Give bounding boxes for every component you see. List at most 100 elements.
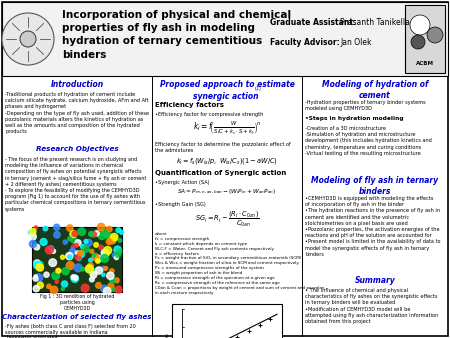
Circle shape [34, 260, 40, 267]
Circle shape [75, 243, 78, 247]
Circle shape [40, 239, 47, 245]
Circle shape [77, 257, 81, 261]
Circle shape [20, 31, 36, 47]
Text: $k_i = f\!\left(\frac{W}{S/C+k_c \cdot S+k_f}\right)^{\!n}$: $k_i = f\!\left(\frac{W}{S/C+k_c \cdot S… [193, 120, 261, 137]
Circle shape [93, 254, 96, 257]
Circle shape [99, 245, 104, 249]
Circle shape [410, 15, 430, 35]
Circle shape [104, 246, 112, 255]
Text: Introduction: Introduction [50, 80, 104, 89]
Circle shape [35, 274, 43, 282]
Circle shape [89, 258, 92, 262]
Circle shape [90, 277, 94, 282]
Circle shape [34, 244, 40, 250]
Circle shape [427, 27, 443, 43]
Circle shape [108, 237, 116, 244]
Text: -Fly ashes (both class C and class F) selected from 20
sources commercially avai: -Fly ashes (both class C and class F) se… [5, 324, 136, 338]
Circle shape [39, 267, 43, 271]
Circle shape [117, 249, 122, 254]
Circle shape [71, 245, 75, 249]
Circle shape [71, 275, 76, 280]
Circle shape [85, 239, 92, 246]
Text: Summary: Summary [355, 276, 396, 285]
Circle shape [34, 275, 37, 278]
Circle shape [115, 286, 122, 293]
Circle shape [67, 225, 73, 231]
Circle shape [112, 252, 117, 258]
Circle shape [54, 232, 60, 238]
Circle shape [71, 237, 77, 243]
Circle shape [62, 281, 68, 287]
Circle shape [33, 286, 39, 292]
Circle shape [47, 284, 51, 289]
Circle shape [69, 249, 76, 255]
Text: Modeling of fly ash in ternary
binders: Modeling of fly ash in ternary binders [311, 176, 439, 196]
Circle shape [107, 272, 114, 280]
Text: -Creation of a 3D microstructure
-Simulation of hydration and microstructure
dev: -Creation of a 3D microstructure -Simula… [305, 126, 432, 156]
Circle shape [71, 248, 75, 252]
Bar [2, 2, 448, 76]
Text: $k_i = f_s(W_{is}/p,\;W_{is}/C_s)(1-aW/C)$: $k_i = f_s(W_{is}/p,\;W_{is}/C_s)(1-aW/C… [176, 156, 278, 166]
Circle shape [33, 276, 38, 281]
Circle shape [61, 287, 64, 291]
Circle shape [108, 234, 113, 239]
Circle shape [95, 256, 102, 262]
Circle shape [62, 268, 69, 275]
Circle shape [98, 232, 106, 240]
Circle shape [37, 282, 44, 288]
Circle shape [36, 264, 44, 271]
Text: $SA = P_{m,n,ax,ban} - (W_i P_{in} + W_{an} P_{an})$: $SA = P_{m,n,ax,ban} - (W_i P_{in} + W_{… [177, 188, 277, 196]
Circle shape [100, 266, 105, 271]
Circle shape [81, 244, 85, 249]
Text: ACBM: ACBM [416, 61, 434, 66]
Text: • The influence of chemical and physical
characteristics of fly ashes on the syn: • The influence of chemical and physical… [305, 288, 438, 324]
Circle shape [97, 223, 105, 231]
Bar [172, 304, 282, 338]
Circle shape [70, 231, 77, 238]
Circle shape [115, 252, 121, 257]
Circle shape [78, 250, 83, 256]
Circle shape [96, 283, 101, 288]
Circle shape [111, 236, 117, 241]
Text: SG: SG [166, 333, 170, 338]
Circle shape [34, 226, 38, 229]
Circle shape [111, 234, 118, 241]
Circle shape [54, 224, 60, 231]
Circle shape [106, 239, 112, 244]
Circle shape [104, 287, 111, 295]
Circle shape [120, 231, 124, 234]
Circle shape [49, 246, 54, 250]
Circle shape [29, 240, 36, 247]
Circle shape [102, 273, 105, 276]
Circle shape [88, 263, 93, 269]
Circle shape [86, 267, 90, 272]
Circle shape [78, 228, 86, 236]
Circle shape [43, 226, 48, 231]
Text: Jan Olek: Jan Olek [340, 38, 372, 47]
Text: Characterization of selected fly ashes: Characterization of selected fly ashes [2, 314, 152, 320]
Circle shape [44, 272, 49, 277]
Text: •Efficiency factor for compressive strength: •Efficiency factor for compressive stren… [155, 112, 263, 117]
Text: where
fc = compressive strength
k = constant which depends on cement type
W,C,F : where fc = compressive strength k = cons… [155, 232, 324, 295]
Circle shape [102, 230, 108, 236]
Circle shape [77, 251, 85, 258]
Circle shape [39, 262, 43, 266]
Text: Fig 1 : 3D rendition of hydrated
particles using
CEMHYD3D: Fig 1 : 3D rendition of hydrated particl… [40, 294, 114, 311]
Text: $SG_i = R_i - \dfrac{(R_i\cdot C_{0an})}{C_{0an}}$: $SG_i = R_i - \dfrac{(R_i\cdot C_{0an})}… [195, 210, 259, 229]
Circle shape [50, 286, 58, 294]
Circle shape [90, 249, 94, 253]
Text: Efficiency factor to determine the pozzolanic effect of
the admixtures: Efficiency factor to determine the pozzo… [155, 142, 291, 153]
Circle shape [101, 248, 108, 255]
Circle shape [60, 255, 65, 259]
Circle shape [114, 256, 118, 260]
Circle shape [73, 275, 78, 280]
Circle shape [96, 259, 100, 263]
Text: - The focus of the present research is on studying and
modeling the influence of: - The focus of the present research is o… [5, 157, 146, 212]
Circle shape [116, 228, 121, 233]
Circle shape [75, 251, 79, 255]
Text: Proposed approach to estimate
synergic action: Proposed approach to estimate synergic a… [160, 80, 294, 101]
Circle shape [51, 249, 55, 254]
Circle shape [86, 265, 93, 273]
Circle shape [110, 269, 114, 273]
Circle shape [89, 232, 94, 237]
